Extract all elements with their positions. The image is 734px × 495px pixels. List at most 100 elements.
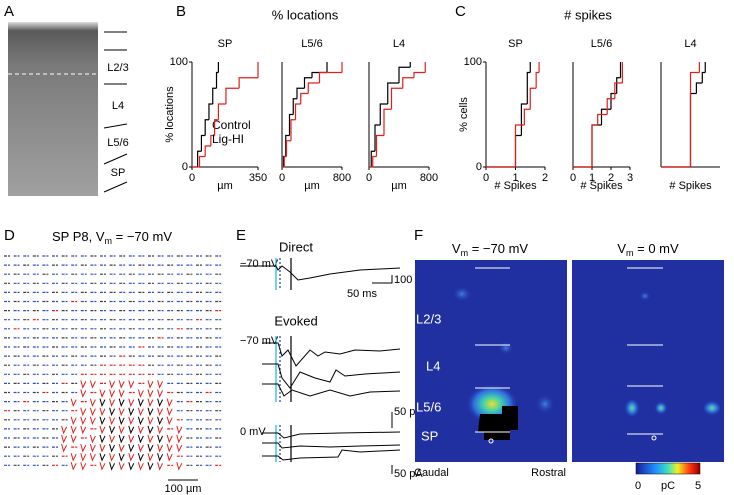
response-arrow xyxy=(157,398,164,407)
response-arrow xyxy=(166,398,173,407)
layer-label: SP xyxy=(421,428,438,443)
response-arrow xyxy=(128,443,135,453)
response-arrow xyxy=(137,389,144,398)
step xyxy=(303,77,312,89)
panel-title: SP P8, Vm = −70 mV xyxy=(52,229,172,246)
response-arrow xyxy=(128,398,135,407)
response-arrow xyxy=(109,453,116,462)
step xyxy=(526,71,531,104)
layer-label: L5/6 xyxy=(416,399,441,414)
y-axis-label: % cells xyxy=(458,97,470,132)
x-tick-label: 800 xyxy=(333,172,351,184)
x-tick-label: 2 xyxy=(608,172,614,184)
response-arrow xyxy=(166,407,173,417)
response-arrow xyxy=(137,425,144,435)
trace-title: Direct xyxy=(279,239,313,254)
response-arrow xyxy=(166,434,173,444)
response-arrow xyxy=(109,462,116,471)
y-axis-label: % locations xyxy=(164,86,176,143)
response-arrow xyxy=(99,462,106,471)
slice-image xyxy=(8,22,98,196)
step xyxy=(701,71,706,83)
step xyxy=(375,134,384,157)
response-arrow xyxy=(109,416,116,426)
response-arrow xyxy=(118,443,125,453)
x-tick-label: 350 xyxy=(249,172,267,184)
step xyxy=(616,77,621,94)
response-arrow xyxy=(99,389,106,398)
step xyxy=(514,134,522,167)
chart-title: L5/6 xyxy=(591,38,612,50)
response-map xyxy=(4,255,222,471)
x-axis-label: # Spikes xyxy=(669,180,712,192)
axis-label: Rostral xyxy=(531,467,566,479)
step xyxy=(529,87,537,110)
step xyxy=(591,124,602,167)
response-arrow xyxy=(80,380,87,389)
response-arrow xyxy=(157,416,164,426)
step xyxy=(212,87,217,104)
response-arrow xyxy=(147,389,154,398)
response-arrow xyxy=(118,416,125,426)
step xyxy=(204,119,209,136)
response-arrow xyxy=(157,443,164,453)
step xyxy=(374,124,381,152)
response-arrow xyxy=(157,425,164,435)
step xyxy=(217,103,226,120)
layer-label: L5/6 xyxy=(107,137,128,149)
step xyxy=(610,92,617,110)
response-arrow xyxy=(109,425,116,435)
step xyxy=(689,71,700,167)
step xyxy=(398,66,411,83)
response-arrow xyxy=(109,389,116,398)
response-arrow xyxy=(157,389,164,398)
x-axis-label: µm xyxy=(391,180,407,192)
response-arrow xyxy=(137,434,144,444)
y-tick-label: 100 xyxy=(170,56,188,68)
response-arrow xyxy=(80,389,87,398)
response-arrow xyxy=(176,462,183,471)
response-arrow xyxy=(61,434,68,444)
response-arrow xyxy=(157,462,164,471)
panel-title: % locations xyxy=(272,7,339,22)
x-tick-label: 0 xyxy=(279,172,285,184)
response-arrow xyxy=(118,462,125,471)
x-tick-label: 1 xyxy=(512,172,518,184)
step xyxy=(379,103,388,125)
panel-label: F xyxy=(414,227,423,244)
response-arrow xyxy=(109,443,116,453)
layer-label: L4 xyxy=(426,358,440,373)
layer-label: SP xyxy=(111,167,126,179)
response-arrow xyxy=(147,462,154,471)
response-arrow xyxy=(137,407,144,417)
holding-label: 0 mV xyxy=(240,426,266,438)
colorbar xyxy=(635,462,701,475)
response-arrow xyxy=(61,443,68,453)
layer-label: L2/3 xyxy=(416,311,441,326)
response-arrow xyxy=(89,443,96,453)
step xyxy=(204,145,211,157)
response-arrow xyxy=(99,416,106,426)
response-arrow xyxy=(128,434,135,444)
step xyxy=(300,92,309,104)
response-arrow xyxy=(176,434,183,444)
response-arrow xyxy=(89,453,96,462)
x-axis-label: µm xyxy=(304,180,320,192)
x-tick-label: 2 xyxy=(542,172,548,184)
step xyxy=(523,108,531,125)
step xyxy=(307,82,320,94)
step xyxy=(606,98,615,115)
heat-map xyxy=(415,260,567,462)
step xyxy=(285,140,291,157)
response-arrow xyxy=(128,407,135,417)
response-arrow xyxy=(118,453,125,462)
response-arrow xyxy=(128,416,135,426)
response-arrow xyxy=(70,416,77,426)
response-arrow xyxy=(99,398,106,407)
step xyxy=(383,108,392,136)
step xyxy=(214,119,219,136)
step xyxy=(215,71,219,89)
step xyxy=(290,119,296,141)
step xyxy=(372,155,377,167)
response-arrow xyxy=(137,416,144,426)
